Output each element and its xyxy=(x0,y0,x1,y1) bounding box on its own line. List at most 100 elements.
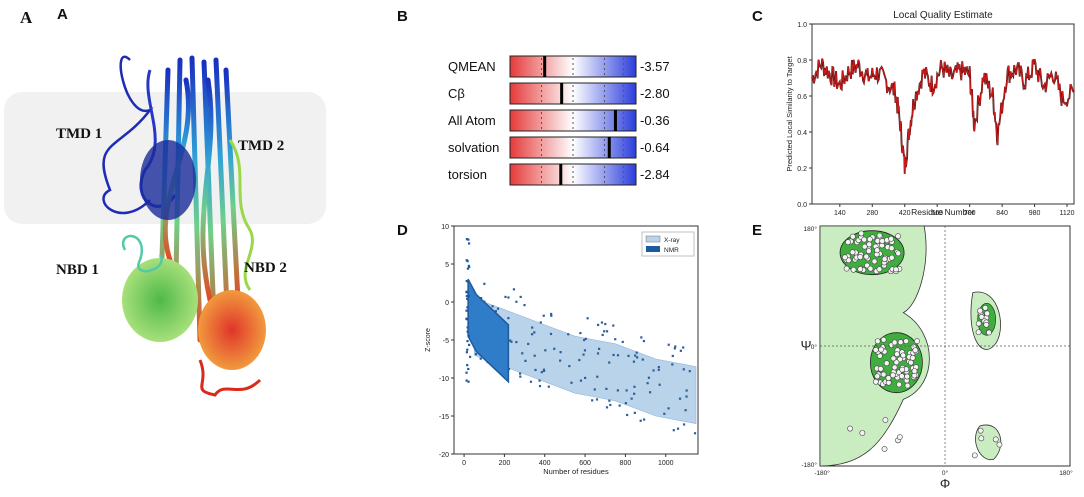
residue-point xyxy=(872,378,879,385)
residue-point xyxy=(849,233,856,240)
residue-point xyxy=(911,368,918,375)
residue-point xyxy=(849,249,856,256)
outlier-point xyxy=(608,399,611,402)
nmr-point xyxy=(466,306,469,309)
residue-point xyxy=(888,254,895,261)
outlier-point xyxy=(658,383,661,386)
outlier-point xyxy=(671,354,674,358)
residue-point xyxy=(857,266,864,272)
panel-c-local-quality: Local Quality Estimate 0.0 0.2 0.4 0.6 0.8 1.0… xyxy=(782,6,1084,218)
outlier-point xyxy=(583,338,586,342)
outlier-point xyxy=(604,322,607,326)
outlier-point xyxy=(509,339,512,342)
panel-d-zscore: 10 5 0 -5 -10 -15 -20 0 200 400 600 800 1000 Number o… xyxy=(418,218,704,480)
y-tick-label: 180° xyxy=(804,225,818,233)
residue-point xyxy=(890,355,897,362)
nmr-point xyxy=(465,238,469,241)
y-tick-label: 0.6 xyxy=(797,94,807,101)
outlier-point xyxy=(685,395,688,398)
outlier-point xyxy=(570,381,573,384)
residue-point xyxy=(893,266,899,273)
y-tick-label: 0 xyxy=(445,300,449,307)
nmr-point xyxy=(465,351,468,354)
outlier-point xyxy=(624,402,627,405)
x-tick-label: 840 xyxy=(996,210,1008,217)
nbd1-label: NBD 1 xyxy=(56,262,99,278)
outlier-point xyxy=(648,391,652,394)
ramachandran-plot: 180° 0° -180°-180° 0° 180° Φ Ψ xyxy=(801,225,1074,491)
outlier-point xyxy=(542,314,545,317)
tmd2-label: TMD 2 xyxy=(238,138,285,154)
residue-point xyxy=(876,266,883,273)
outlier-point xyxy=(632,360,636,363)
outlier-point xyxy=(533,354,536,357)
residue-point xyxy=(900,352,907,359)
outlier-point xyxy=(496,307,500,310)
residue-point xyxy=(878,346,885,353)
outlier-point xyxy=(657,368,660,371)
x-tick-label: 200 xyxy=(499,460,511,467)
outlier-point xyxy=(630,397,633,400)
outlier-point xyxy=(608,361,611,364)
outlier-point xyxy=(674,345,677,348)
nmr-point xyxy=(465,259,468,262)
outlier-point xyxy=(583,349,587,352)
outlier-point xyxy=(618,404,621,407)
xray-series xyxy=(473,297,697,424)
x-tick-label: 700 xyxy=(964,210,976,217)
y-tick-label: 10 xyxy=(441,224,449,231)
y-tick-label: -180° xyxy=(801,461,817,469)
qmean-row-bar xyxy=(509,136,637,159)
residue-point xyxy=(882,417,889,423)
residue-point xyxy=(904,382,911,389)
nmr-point xyxy=(467,242,471,245)
residue-point xyxy=(992,436,999,443)
residue-point xyxy=(879,238,886,244)
outlier-point xyxy=(504,295,507,299)
outlier-point xyxy=(676,427,680,430)
outlier-point xyxy=(527,342,530,346)
outlier-point xyxy=(559,359,562,362)
panel-e-ramachandran: 180° 0° -180° -180° 0° 180° Φ Ψ xyxy=(782,218,1084,492)
panel-a-letter: A xyxy=(57,6,68,23)
residue-point xyxy=(885,375,892,381)
residue-point xyxy=(880,336,887,343)
residue-point xyxy=(984,310,991,317)
x-tick-label: 1120 xyxy=(1060,210,1075,217)
residue-point xyxy=(896,381,902,388)
outlier-point xyxy=(621,340,624,344)
residue-point xyxy=(857,254,864,260)
residue-point xyxy=(881,446,888,452)
outlier-point xyxy=(605,387,608,390)
nmr-point xyxy=(465,379,468,382)
outlier-point xyxy=(683,423,686,426)
outlier-point xyxy=(652,369,655,372)
residue-point xyxy=(971,452,978,459)
nmr-point xyxy=(467,334,470,338)
qmean-row-label: All Atom xyxy=(448,113,496,128)
nbd2-domain xyxy=(198,290,266,370)
residue-point xyxy=(996,441,1003,448)
panel-a-protein-structure: TMD 1 TMD 2 NBD 1 NBD 2 xyxy=(0,0,360,492)
outlier-point xyxy=(642,418,646,421)
outlier-point xyxy=(682,368,685,371)
x-axis-label: Residue Number xyxy=(911,207,975,217)
y-tick-label: 1.0 xyxy=(797,22,807,29)
nmr-point xyxy=(466,297,469,300)
outlier-point xyxy=(549,332,553,336)
x-tick-label: 280 xyxy=(866,210,878,217)
outlier-point xyxy=(593,388,596,391)
outlier-point xyxy=(601,333,604,337)
residue-point xyxy=(978,435,985,442)
legend-swatch-nmr xyxy=(646,246,660,252)
outlier-point xyxy=(542,369,546,373)
outlier-point xyxy=(519,295,522,299)
outlier-point xyxy=(524,359,527,362)
x-tick-label: -180° xyxy=(814,469,830,477)
outlier-point xyxy=(609,403,612,407)
outlier-point xyxy=(671,363,674,366)
residue-point xyxy=(888,235,895,242)
residue-point xyxy=(874,373,881,380)
residue-point xyxy=(893,359,900,366)
outlier-point xyxy=(584,376,587,380)
